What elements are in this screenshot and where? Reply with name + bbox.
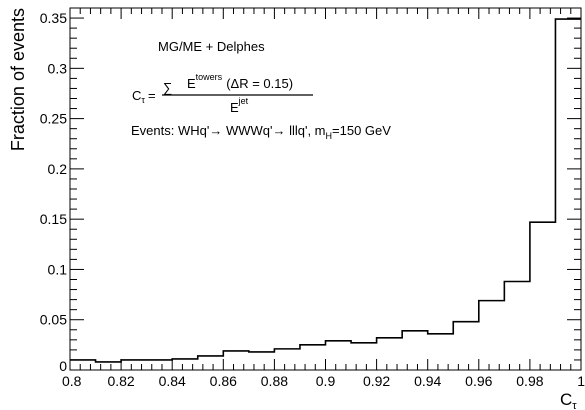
events-sub: H xyxy=(326,131,333,141)
formula-num-e: E xyxy=(187,76,196,91)
y-tick-label: 0.2 xyxy=(48,161,68,177)
y-tick-label: 0.15 xyxy=(40,211,67,227)
histogram-series-line xyxy=(70,18,581,363)
formula-lhs: Cτ = xyxy=(132,88,156,105)
formula-annotation: Cτ = ∑ Etowers (ΔR = 0.15) Ejet xyxy=(132,72,313,115)
x-tick-label: 0.8 xyxy=(62,373,82,389)
x-tick-label: 0.84 xyxy=(159,373,186,389)
x-axis-label: Cτ xyxy=(560,390,577,410)
formula-lhs-sub: τ xyxy=(141,95,145,105)
formula-lhs-c: C xyxy=(132,88,141,103)
events-annotation: Events: WHq'→ WWWq'→ lllq', mH=150 GeV xyxy=(131,123,391,141)
formula-equals: = xyxy=(148,88,156,103)
formula-denominator: Ejet xyxy=(230,96,249,115)
formula-num-sup: towers xyxy=(196,72,223,82)
x-tick-label: 0.94 xyxy=(414,373,441,389)
generator-annotation: MG/ME + Delphes xyxy=(158,39,265,54)
x-tick-label: 0.92 xyxy=(363,373,390,389)
x-axis-label-subscript: τ xyxy=(572,400,577,410)
x-tick-label: 0.88 xyxy=(261,373,288,389)
x-tick-label: 1 xyxy=(577,373,585,389)
axis-tick-labels: 0.8 0.82 0.84 0.86 0.88 0.9 0.92 0.94 0.96 0.98 1 0… xyxy=(40,10,585,389)
y-tick-label: 0 xyxy=(59,358,67,374)
plot-frame xyxy=(69,7,582,371)
y-tick-label: 0.35 xyxy=(40,10,67,26)
formula-numerator: Etowers (ΔR = 0.15) xyxy=(187,72,293,91)
formula-den-sup: jet xyxy=(238,96,249,106)
axis-ticks xyxy=(69,7,582,371)
y-tick-label: 0.3 xyxy=(48,60,68,76)
x-tick-label: 0.96 xyxy=(465,373,492,389)
x-tick-label: 0.9 xyxy=(316,373,336,389)
y-tick-label: 0.1 xyxy=(48,261,68,277)
formula-den-e: E xyxy=(230,100,239,115)
x-tick-label: 0.86 xyxy=(210,373,237,389)
x-tick-label: 0.98 xyxy=(516,373,543,389)
y-tick-label: 0.05 xyxy=(40,312,67,328)
x-axis-label-main: C xyxy=(560,390,572,409)
y-tick-label: 0.25 xyxy=(40,111,67,127)
events-tail: =150 GeV xyxy=(332,123,391,138)
formula-sum-symbol: ∑ xyxy=(163,80,172,95)
x-tick-label: 0.82 xyxy=(107,373,134,389)
y-axis-label: Fraction of events xyxy=(8,8,28,151)
events-text: Events: WHq'→ WWWq'→ lllq', m xyxy=(131,123,326,138)
formula-num-rest: (ΔR = 0.15) xyxy=(226,76,293,91)
